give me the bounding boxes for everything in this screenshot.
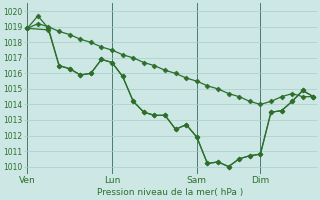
- X-axis label: Pression niveau de la mer( hPa ): Pression niveau de la mer( hPa ): [97, 188, 244, 197]
